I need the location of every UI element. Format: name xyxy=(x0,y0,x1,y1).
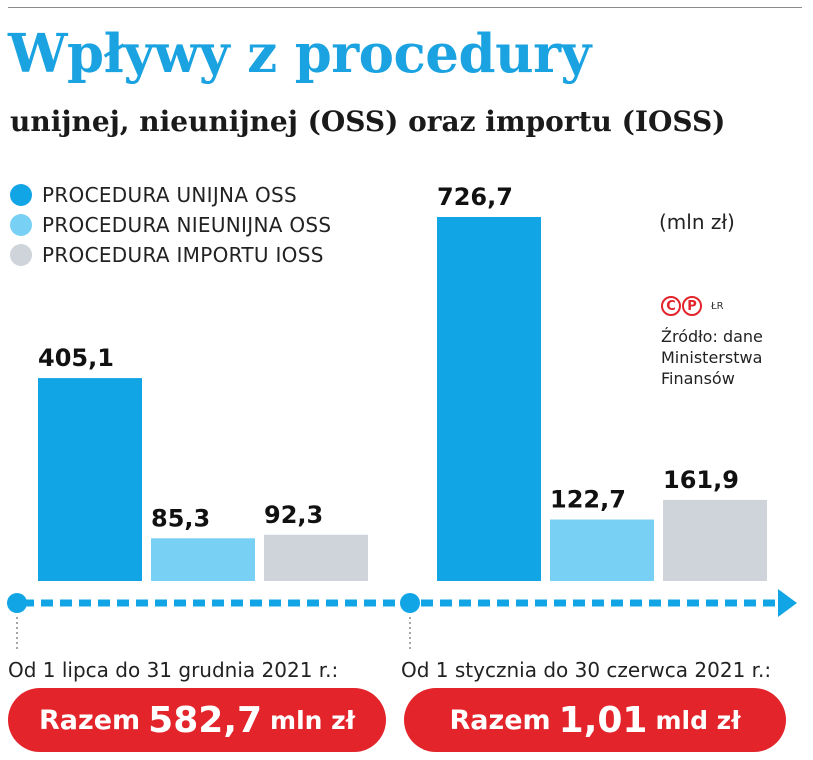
bar-import-period-2 xyxy=(663,499,767,581)
unit-label: (mln zł) xyxy=(659,210,735,234)
legend: PROCEDURA UNIJNA OSS PROCEDURA NIEUNIJNA… xyxy=(10,180,331,270)
period-label-2: Od 1 stycznia do 30 czerwca 2021 r.: xyxy=(401,658,772,682)
total-amount: 582,7 xyxy=(148,699,263,741)
bar-import-period-1 xyxy=(264,534,368,581)
credit-initials: ŁR xyxy=(711,300,724,312)
legend-item-import: PROCEDURA IMPORTU IOSS xyxy=(10,240,331,270)
total-badge-2: Razem 1,01 mld zł xyxy=(404,688,786,752)
bar-nieunijna-period-1 xyxy=(151,538,255,581)
total-prefix: Razem xyxy=(449,704,551,736)
value-label-unijna-period-1: 405,1 xyxy=(38,344,114,372)
chart-subtitle: unijnej, nieunijnej (OSS) oraz importu (… xyxy=(10,105,726,138)
chart-title: Wpływy z procedury xyxy=(8,23,591,85)
value-label-unijna-period-2: 726,7 xyxy=(437,183,513,211)
timeline-marker-1 xyxy=(7,593,27,613)
credit-logo-c: C xyxy=(661,296,681,316)
source-line: Ministerstwa xyxy=(661,348,763,367)
legend-item-unijna: PROCEDURA UNIJNA OSS xyxy=(10,180,331,210)
period-label-1: Od 1 lipca do 31 grudnia 2021 r.: xyxy=(8,658,339,682)
legend-swatch-unijna xyxy=(10,184,32,206)
total-unit: mln zł xyxy=(270,705,355,735)
legend-label-import: PROCEDURA IMPORTU IOSS xyxy=(42,243,324,267)
top-rule xyxy=(8,7,802,8)
bar-unijna-period-2 xyxy=(437,217,541,581)
credit-logo: C P ŁR xyxy=(661,296,724,316)
total-unit: mld zł xyxy=(655,705,741,735)
value-label-import-period-2: 161,9 xyxy=(663,466,739,494)
total-badge-1: Razem 582,7 mln zł xyxy=(8,688,386,752)
bar-unijna-period-1 xyxy=(38,378,142,581)
value-label-import-period-1: 92,3 xyxy=(264,501,323,529)
total-prefix: Razem xyxy=(39,704,141,736)
source-line: Finansów xyxy=(661,369,735,388)
total-amount: 1,01 xyxy=(558,699,648,741)
legend-swatch-nieunijna xyxy=(10,214,32,236)
source-line: Źródło: dane xyxy=(661,327,763,346)
value-label-nieunijna-period-2: 122,7 xyxy=(550,486,626,514)
value-label-nieunijna-period-1: 85,3 xyxy=(151,504,210,532)
timeline-arrow-icon xyxy=(778,589,797,617)
credit-logo-p: P xyxy=(682,296,702,316)
timeline-marker-2 xyxy=(400,593,420,613)
legend-swatch-import xyxy=(10,244,32,266)
source-note: Źródło: dane Ministerstwa Finansów xyxy=(661,326,801,389)
legend-label-unijna: PROCEDURA UNIJNA OSS xyxy=(42,183,297,207)
bar-nieunijna-period-2 xyxy=(550,519,654,581)
legend-label-nieunijna: PROCEDURA NIEUNIJNA OSS xyxy=(42,213,332,237)
legend-item-nieunijna: PROCEDURA NIEUNIJNA OSS xyxy=(10,210,331,240)
